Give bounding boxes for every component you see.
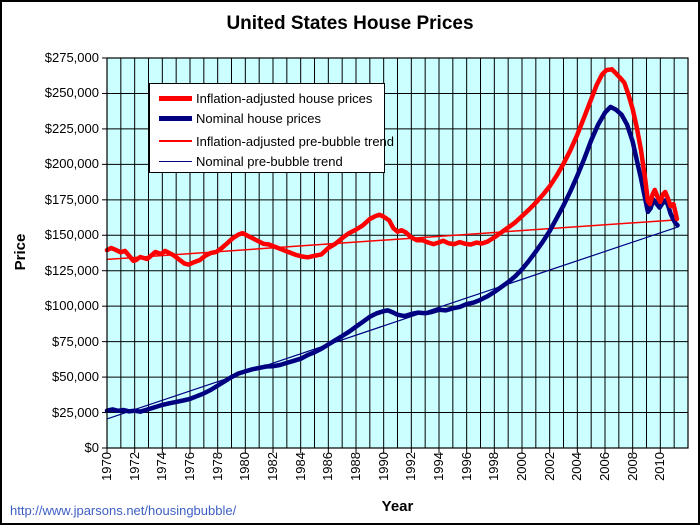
x-tick-label: 2000 — [514, 452, 529, 481]
y-tick-label: $225,000 — [44, 120, 99, 136]
y-tick-label: $150,000 — [44, 227, 99, 243]
series-line — [104, 104, 680, 414]
x-tick-label: 1986 — [320, 452, 336, 481]
y-tick-label: $100,000 — [44, 298, 99, 314]
legend: Inflation-adjusted house prices Nominal h… — [149, 83, 394, 173]
legend-item: Nominal pre-bubble trend — [159, 151, 384, 171]
y-tick-label: $125,000 — [44, 262, 99, 278]
x-tick-label: 1970 — [99, 452, 114, 481]
legend-item-label: Nominal pre-bubble trend — [196, 153, 343, 169]
legend-item: Inflation-adjusted pre-bubble trend — [159, 131, 394, 151]
y-tick-label: $175,000 — [44, 191, 99, 207]
legend-item-label: Nominal house prices — [196, 110, 322, 126]
y-tick-label: $250,000 — [44, 85, 99, 101]
x-tick-label: 1982 — [265, 452, 280, 481]
x-tick-label: 1990 — [375, 452, 391, 481]
x-tick-label: 2004 — [569, 452, 585, 481]
x-tick-label: 1994 — [431, 452, 446, 481]
x-tick-label: 2006 — [597, 452, 612, 481]
legend-item-label: Inflation-adjusted pre-bubble trend — [196, 133, 395, 149]
x-tick-label: 1988 — [348, 452, 363, 481]
y-tick-label: $200,000 — [44, 156, 99, 172]
x-tick-label: 1976 — [182, 452, 197, 481]
x-tick-label: 1980 — [237, 452, 253, 481]
y-tick-label: $25,000 — [52, 404, 99, 420]
x-tick-label: 2010 — [652, 452, 668, 481]
y-tick-label: $50,000 — [52, 369, 99, 385]
legend-line-swatch — [159, 160, 192, 162]
plot-border — [106, 57, 689, 449]
legend-line-swatch — [159, 140, 192, 142]
y-tick-label: $0 — [84, 440, 99, 455]
legend-line-swatch — [159, 115, 192, 121]
legend-line-swatch — [159, 95, 192, 101]
x-tick-label: 1984 — [292, 452, 308, 481]
x-tick-label: 1992 — [403, 452, 419, 481]
y-tick-label: $75,000 — [52, 333, 99, 349]
x-tick-label: 2008 — [624, 452, 640, 481]
y-tick-label: $275,000 — [44, 50, 99, 65]
chart-title: United States House Prices — [226, 13, 474, 34]
x-tick-label: 1974 — [154, 452, 170, 481]
x-tick-label: 1978 — [209, 452, 225, 481]
x-tick-label: 1998 — [486, 452, 502, 481]
legend-item-label: Inflation-adjusted house prices — [196, 90, 373, 106]
series-line — [106, 218, 680, 261]
x-axis-title: Year — [381, 498, 414, 515]
legend-item: Nominal house prices — [159, 108, 384, 128]
x-tick-label: 2002 — [541, 452, 557, 481]
x-tick-label: 1996 — [458, 452, 474, 481]
series-line — [104, 67, 680, 267]
series-line — [106, 226, 679, 420]
legend-item: Inflation-adjusted house prices — [159, 88, 384, 108]
x-tick-label: 1972 — [126, 452, 142, 481]
y-axis-title: Price — [12, 233, 29, 271]
source-link[interactable]: http://www.jparsons.net/housingbubble/ — [10, 503, 237, 518]
